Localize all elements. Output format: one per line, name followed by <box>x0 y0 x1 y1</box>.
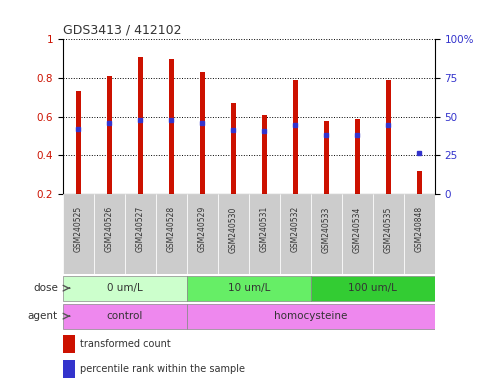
Text: 0 um/L: 0 um/L <box>107 283 142 293</box>
Text: GSM240525: GSM240525 <box>74 206 83 252</box>
Bar <box>187 304 435 329</box>
Bar <box>218 194 249 274</box>
Bar <box>187 194 218 274</box>
Bar <box>355 119 359 194</box>
Bar <box>63 276 187 301</box>
Bar <box>169 58 173 194</box>
Bar <box>63 360 75 377</box>
Bar <box>373 194 404 274</box>
Bar <box>386 80 391 194</box>
Bar <box>249 194 280 274</box>
Text: GSM240527: GSM240527 <box>136 206 145 252</box>
Bar <box>311 194 342 274</box>
Text: control: control <box>107 311 143 321</box>
Text: GSM240848: GSM240848 <box>415 206 424 252</box>
Bar <box>138 56 142 194</box>
Text: GSM240528: GSM240528 <box>167 206 176 252</box>
Text: percentile rank within the sample: percentile rank within the sample <box>80 364 245 374</box>
Text: 10 um/L: 10 um/L <box>227 283 270 293</box>
Bar <box>200 72 205 194</box>
Bar <box>107 76 112 194</box>
Text: GSM240526: GSM240526 <box>105 206 114 252</box>
Text: GSM240533: GSM240533 <box>322 206 331 253</box>
Bar <box>280 194 311 274</box>
Text: transformed count: transformed count <box>80 339 170 349</box>
Bar <box>417 171 422 194</box>
Bar <box>262 115 267 194</box>
Text: GSM240534: GSM240534 <box>353 206 362 253</box>
Text: 100 um/L: 100 um/L <box>348 283 397 293</box>
Text: GSM240531: GSM240531 <box>260 206 269 252</box>
Bar <box>63 194 94 274</box>
Text: GSM240532: GSM240532 <box>291 206 300 252</box>
Bar <box>125 194 156 274</box>
Text: dose: dose <box>33 283 58 293</box>
Text: agent: agent <box>28 311 58 321</box>
Text: GSM240535: GSM240535 <box>384 206 393 253</box>
Bar <box>231 103 236 194</box>
Bar <box>311 276 435 301</box>
Bar <box>63 335 75 353</box>
Bar <box>404 194 435 274</box>
Bar <box>342 194 373 274</box>
Text: GSM240530: GSM240530 <box>229 206 238 253</box>
Text: homocysteine: homocysteine <box>274 311 347 321</box>
Bar <box>293 80 298 194</box>
Text: GDS3413 / 412102: GDS3413 / 412102 <box>63 23 181 36</box>
Bar <box>76 91 81 194</box>
Bar <box>156 194 187 274</box>
Text: GSM240529: GSM240529 <box>198 206 207 252</box>
Bar <box>324 121 328 194</box>
Bar <box>94 194 125 274</box>
Bar <box>187 276 311 301</box>
Bar <box>63 304 187 329</box>
